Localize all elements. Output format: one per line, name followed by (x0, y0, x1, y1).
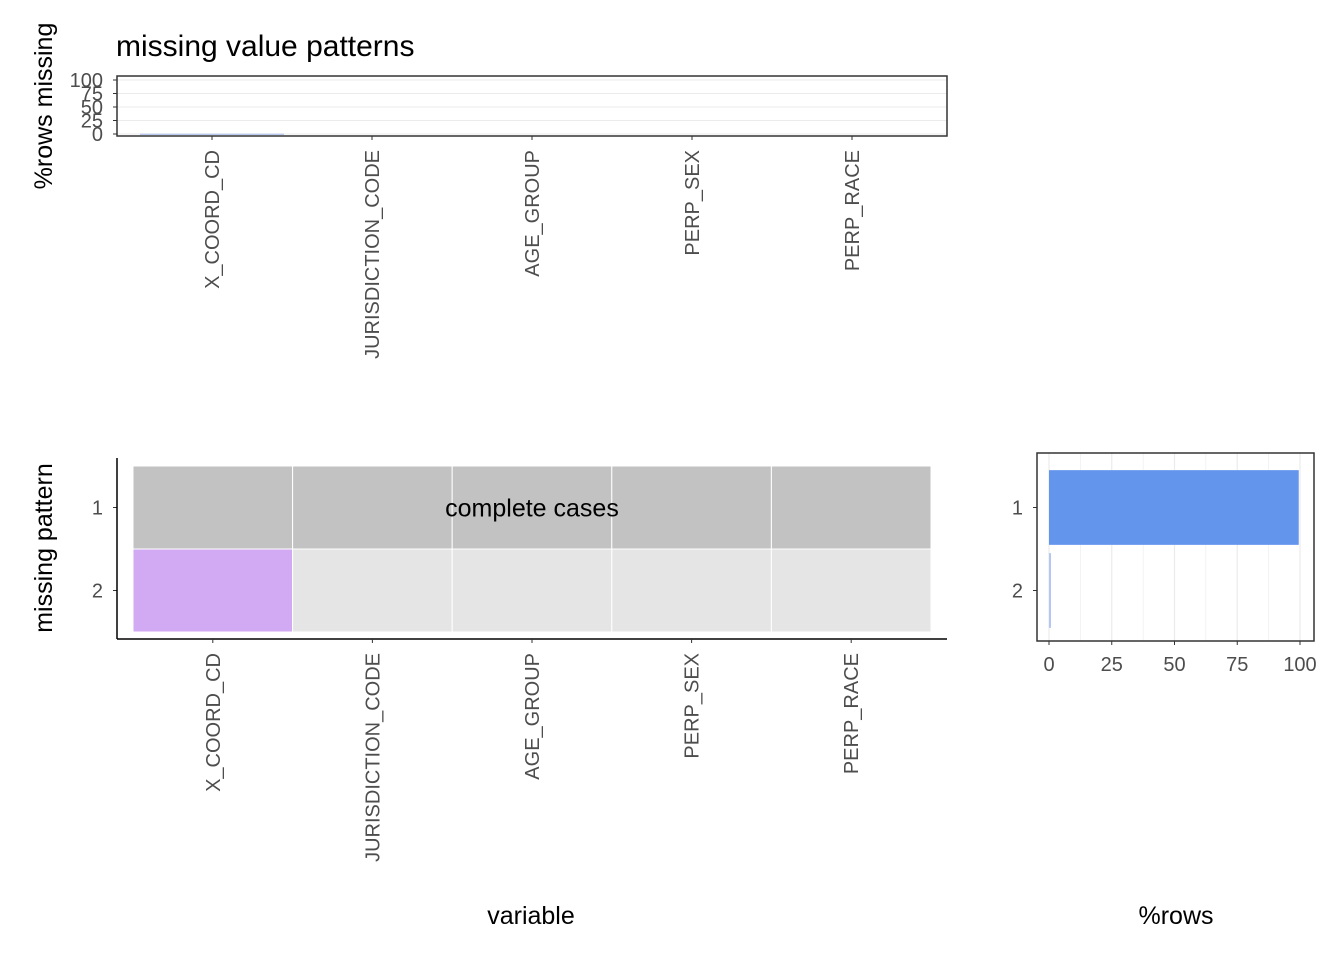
top-bar (140, 133, 284, 135)
top-x-tick-label: AGE_GROUP (522, 150, 544, 277)
top-x-tick-label: PERP_SEX (682, 150, 704, 256)
top-panel-background (117, 76, 947, 136)
pattern-cell (611, 465, 772, 550)
main-y-tick-label: 2 (92, 581, 103, 603)
pattern-share-bar (1049, 470, 1299, 545)
pattern-cell (611, 548, 772, 633)
right-panel-border (1036, 452, 1315, 642)
pattern-cell (770, 548, 932, 633)
main-x-tick-label: AGE_GROUP (522, 653, 544, 780)
right-x-tick-label: 75 (1226, 654, 1248, 676)
top-y-tick-label: 75 (81, 84, 103, 106)
top-y-tick-label: 25 (81, 111, 103, 133)
top-y-tick-label: 100 (70, 70, 103, 92)
right-x-tick-label: 50 (1163, 654, 1185, 676)
right-y-tick-label: 1 (1012, 498, 1023, 520)
top-y-tick-label: 50 (81, 97, 103, 119)
top-panel-border (116, 75, 948, 137)
pattern-cell (451, 465, 613, 550)
main-x-axis-title: variable (487, 902, 575, 930)
main-x-tick-label: JURISDICTION_CODE (362, 653, 384, 862)
top-y-tick-label: 0 (92, 124, 103, 146)
main-x-tick-label: PERP_SEX (682, 653, 704, 759)
right-x-tick-label: 100 (1283, 654, 1316, 676)
main-y-tick-label: 1 (92, 498, 103, 520)
main-x-tick-label: PERP_RACE (841, 653, 863, 774)
pattern-cell (451, 548, 613, 633)
top-y-axis-title: %rows missing (30, 23, 58, 190)
pattern-cell (770, 465, 932, 550)
complete-cases-label: complete cases (445, 495, 619, 523)
main-y-axis-title: missing pattern (30, 463, 58, 633)
pattern-cell (292, 465, 453, 550)
right-panel: 1 2 0 25 50 75 100 (1012, 452, 1317, 676)
pattern-cell (132, 465, 294, 550)
pattern-cell (292, 548, 453, 633)
right-x-tick-label: 0 (1043, 654, 1054, 676)
pattern-cell (132, 548, 294, 633)
top-x-tick-label: X_COORD_CD (202, 150, 224, 289)
right-x-axis-title: %rows (1138, 902, 1213, 930)
right-y-tick-label: 2 (1012, 581, 1023, 603)
top-x-tick-label: JURISDICTION_CODE (362, 150, 384, 359)
pattern-share-bar (1049, 553, 1051, 628)
right-x-tick-label: 25 (1101, 654, 1123, 676)
main-x-tick-label: X_COORD_CD (203, 653, 225, 792)
plot-title: missing value patterns (116, 30, 414, 63)
top-x-tick-label: PERP_RACE (842, 150, 864, 271)
main-panel: 1 2 complete cases X_COORD_CD JURISDICTION_C… (92, 458, 947, 862)
